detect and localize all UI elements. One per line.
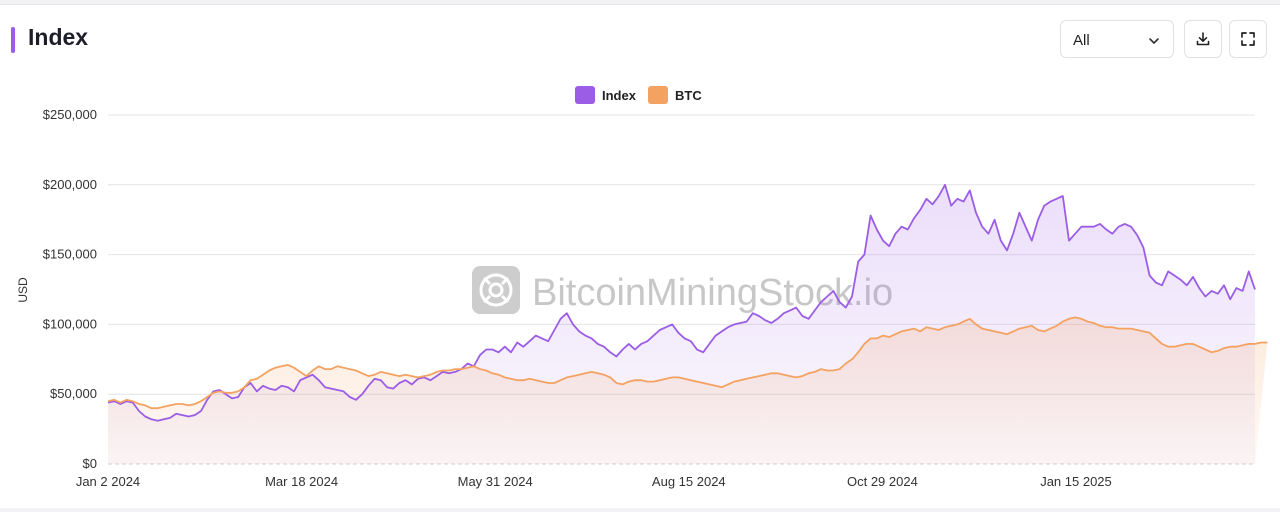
- x-tick-label: Jan 2 2024: [76, 474, 140, 489]
- chevron-down-icon: [1149, 38, 1159, 44]
- x-axis: Jan 2 2024 Mar 18 2024 May 31 2024 Aug 15 2…: [76, 474, 1112, 489]
- legend: Index BTC: [575, 86, 702, 104]
- range-select[interactable]: All: [1060, 20, 1174, 58]
- x-tick-label: Aug 15 2024: [652, 474, 726, 489]
- x-tick-label: Jan 15 2025: [1040, 474, 1112, 489]
- page-title: Index: [28, 24, 89, 50]
- fullscreen-button[interactable]: [1229, 20, 1267, 58]
- plot-area: [107, 183, 1268, 465]
- y-tick-label: $150,000: [43, 247, 97, 262]
- download-icon: [1196, 32, 1210, 46]
- y-axis: $0 $50,000 $100,000 $150,000 $200,000 $250,00…: [43, 107, 97, 471]
- series-area-btc: [108, 317, 1268, 464]
- y-tick-label: $200,000: [43, 177, 97, 192]
- card-bottom-edge: [0, 508, 1280, 512]
- legend-swatch: [575, 86, 595, 104]
- y-tick-label: $50,000: [50, 386, 97, 401]
- fullscreen-icon: [1241, 32, 1255, 46]
- series-line-index: [107, 183, 1256, 422]
- legend-swatch: [648, 86, 668, 104]
- y-tick-label: $250,000: [43, 107, 97, 122]
- legend-label: Index: [602, 88, 637, 103]
- y-axis-label: USD: [16, 277, 30, 303]
- y-tick-label: $100,000: [43, 316, 97, 331]
- x-tick-label: Oct 29 2024: [847, 474, 918, 489]
- mining-logo-icon: [472, 266, 520, 314]
- title-accent-bar: [11, 27, 15, 53]
- range-select-value: All: [1073, 32, 1090, 49]
- download-button[interactable]: [1184, 20, 1222, 58]
- series-line-btc: [107, 316, 1268, 410]
- x-tick-label: May 31 2024: [458, 474, 533, 489]
- y-tick-label: $0: [83, 456, 97, 471]
- legend-label: BTC: [675, 88, 702, 103]
- x-tick-label: Mar 18 2024: [265, 474, 338, 489]
